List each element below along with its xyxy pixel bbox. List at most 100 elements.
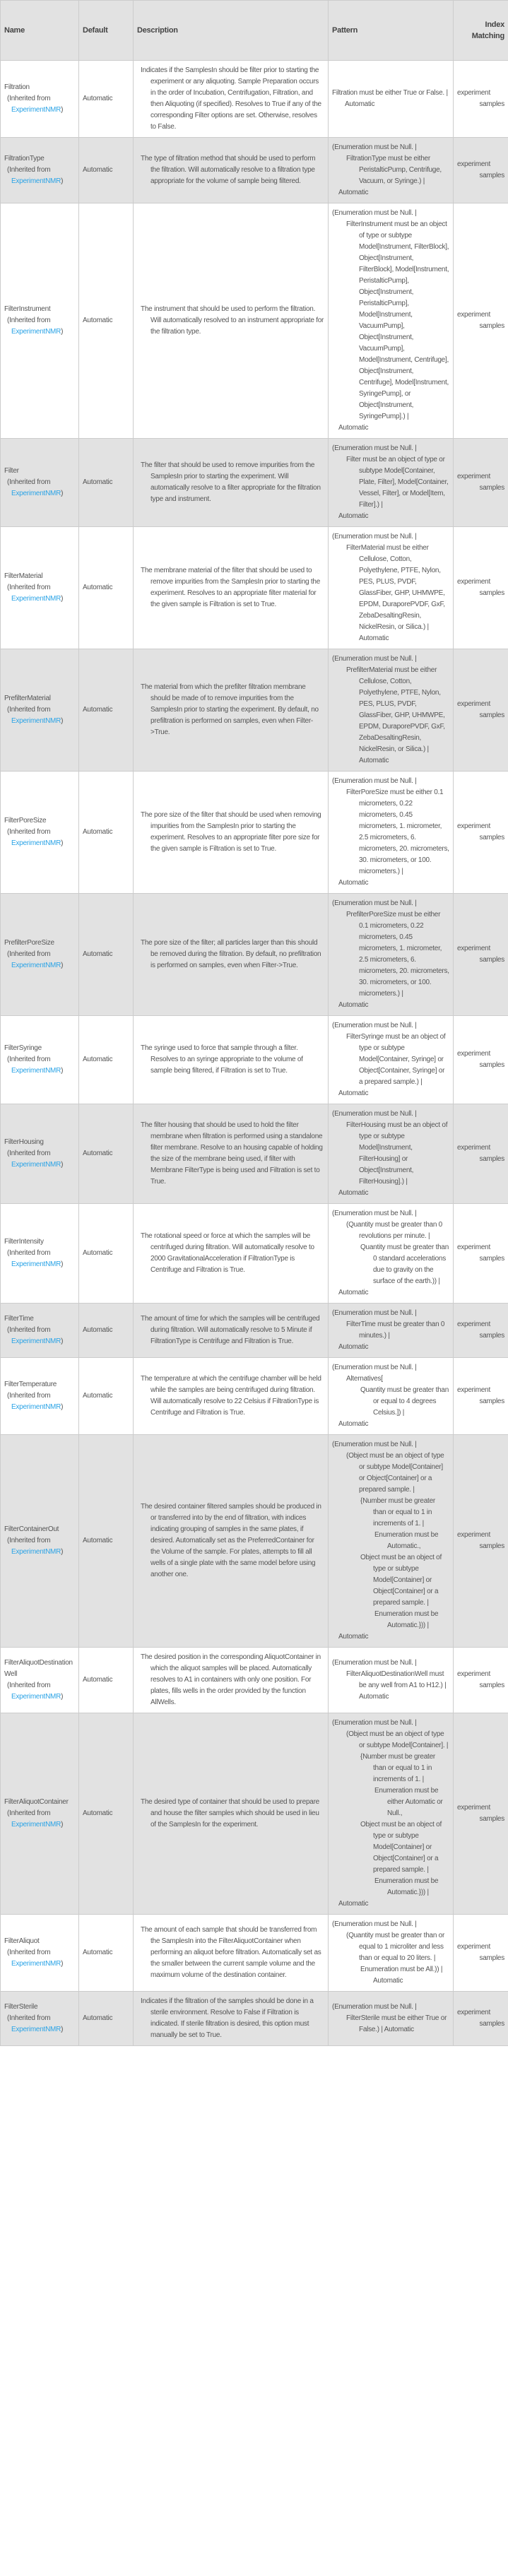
description-cell: Indicates if the SamplesIn should be fil… [133,60,329,138]
option-name: FilterIntensity [4,1238,44,1246]
inherited-label: (Inherited from [7,828,51,836]
pattern-segment: Enumeration must be Automatic.})) | [374,1610,439,1629]
pattern-segment: Enumeration must be All.)) | Automatic [360,1966,443,1985]
option-name: FilterAliquotDestinationWell [4,1659,73,1678]
index-matching-cell: experiment samples [453,438,508,527]
pattern-cell: (Enumeration must be Null. | PrefilterPor… [328,893,454,1016]
index-matching-cell: experiment samples [453,1914,508,1992]
default-value: Automatic [78,1357,134,1435]
inherited-from-link[interactable]: ExperimentNMR [11,1960,61,1968]
inherited-label: (Inherited from [7,1326,51,1334]
pattern-cell: (Enumeration must be Null. | (Quantity mu… [328,1203,454,1304]
pattern-segment: FilterSyringe must be an object of type … [346,1033,446,1086]
index-matching-cell: experiment samples [453,1303,508,1358]
pattern-segment: (Quantity must be greater than 0 revolut… [346,1221,442,1240]
index-matching-value: samples [479,1954,505,1962]
pattern-segment: (Enumeration must be Null. | [332,1309,417,1317]
inherited-close: ) [61,1693,64,1701]
option-name: FilterSyringe [4,1044,42,1052]
header-pattern: Pattern [328,0,454,61]
index-matching-value: experiment [457,822,490,830]
pattern-cell: (Enumeration must be Null. | Filter must … [328,438,454,527]
index-matching-cell: experiment samples [453,1647,508,1713]
pattern-segment: (Enumeration must be Null. | [332,1441,417,1448]
index-matching-value: samples [479,589,505,597]
pattern-tail: Automatic [338,424,369,432]
option-name: FilterSterile [4,2003,38,2011]
description-text: The membrane material of the filter that… [141,567,321,608]
pattern-tail: Automatic [338,1001,369,1009]
inherited-from-link[interactable]: ExperimentNMR [11,595,61,603]
table-body: Filtration (Inherited from ExperimentNMR) A… [0,60,508,2046]
default-value: Automatic [78,137,134,203]
inherited-from-link[interactable]: ExperimentNMR [11,1548,61,1556]
option-name-cell: FilterInstrument (Inherited from Experimen… [0,203,79,439]
table-row: FilterAliquotDestinationWell (Inherited f… [0,1647,508,1713]
option-name-cell: FilterTime (Inherited from ExperimentNMR) [0,1303,79,1358]
inherited-from-link[interactable]: ExperimentNMR [11,962,61,969]
pattern-cell: (Enumeration must be Null. | (Object must… [328,1713,454,1915]
inherited-from-link[interactable]: ExperimentNMR [11,1161,61,1169]
pattern-tail: Automatic [338,1189,369,1197]
pattern-segment: (Object must be an object of type or sub… [346,1730,449,1749]
inherited-from-link[interactable]: ExperimentNMR [11,106,61,114]
inherited-from-link[interactable]: ExperimentNMR [11,2026,61,2033]
inherited-from-link[interactable]: ExperimentNMR [11,1260,61,1268]
inherited-from-link[interactable]: ExperimentNMR [11,490,61,497]
description-text: The amount of each sample that should be… [141,1926,321,1979]
description-cell: The desired type of container that shoul… [133,1713,329,1915]
inherited-label: (Inherited from [7,478,51,486]
default-value: Automatic [78,1015,134,1104]
table-row: FilterTemperature (Inherited from Experime… [0,1357,508,1435]
option-name: FilterTime [4,1315,34,1323]
inherited-from-link[interactable]: ExperimentNMR [11,328,61,336]
pattern-cell: (Enumeration must be Null. | FilterSteril… [328,1991,454,2046]
inherited-from-link[interactable]: ExperimentNMR [11,177,61,185]
pattern-segment: PrefilterPoreSize must be either 0.1 mic… [346,911,449,998]
pattern-segment: (Enumeration must be Null. | [332,777,417,785]
inherited-from-link[interactable]: ExperimentNMR [11,1693,61,1701]
description-cell: The membrane material of the filter that… [133,526,329,649]
pattern-cell: (Enumeration must be Null. | Alternatives… [328,1357,454,1435]
option-name: FiltrationType [4,155,45,163]
inherited-from: (Inherited from ExperimentNMR) [4,1248,75,1270]
inherited-from: (Inherited from ExperimentNMR) [4,1535,75,1558]
pattern-cell: Filtration must be either True or False.… [328,60,454,138]
inherited-from: (Inherited from ExperimentNMR) [4,1148,75,1171]
inherited-from: (Inherited from ExperimentNMR) [4,477,75,500]
inherited-from: (Inherited from ExperimentNMR) [4,315,75,338]
inherited-label: (Inherited from [7,584,51,591]
pattern-segment: {Number must be greater than or equal to… [360,1753,435,1783]
pattern-tail: Automatic [338,512,369,520]
pattern-segment: FilterInstrument must be an object of ty… [346,220,449,420]
option-name: FilterTemperature [4,1381,57,1388]
option-name: FilterAliquot [4,1937,40,1945]
inherited-from-link[interactable]: ExperimentNMR [11,839,61,847]
description-cell: The filter that should be used to remove… [133,438,329,527]
index-matching-value: samples [479,484,505,492]
pattern-segment: (Enumeration must be Null. | [332,1364,417,1371]
index-matching-value: samples [479,1682,505,1689]
pattern-segment: (Enumeration must be Null. | [332,655,417,663]
table-row: Filtration (Inherited from ExperimentNMR) A… [0,60,508,138]
inherited-from-link[interactable]: ExperimentNMR [11,1337,61,1345]
inherited-from-link[interactable]: ExperimentNMR [11,717,61,725]
pattern-cell: (Enumeration must be Null. | FilterAliquo… [328,1647,454,1713]
default-value: Automatic [78,893,134,1016]
inherited-from-link[interactable]: ExperimentNMR [11,1821,61,1828]
default-value: Automatic [78,1434,134,1648]
index-matching-cell: experiment samples [453,649,508,772]
description-text: The temperature at which the centrifuge … [141,1375,321,1417]
description-cell: The filter housing that should be used t… [133,1104,329,1204]
index-matching-value: samples [479,834,505,841]
description-text: The desired position in the correspondin… [141,1653,321,1706]
description-cell: The instrument that should be used to pe… [133,203,329,439]
inherited-from-link[interactable]: ExperimentNMR [11,1403,61,1411]
pattern-segment: (Enumeration must be Null. | [332,1659,417,1667]
index-matching-value: experiment [457,945,490,952]
inherited-from-link[interactable]: ExperimentNMR [11,1067,61,1075]
index-matching-value: experiment [457,1943,490,1951]
pattern-cell: (Enumeration must be Null. | FilterHousin… [328,1104,454,1204]
inherited-label: (Inherited from [7,1249,51,1257]
pattern-segment: Quantity must be greater than 0 standard… [360,1243,449,1285]
